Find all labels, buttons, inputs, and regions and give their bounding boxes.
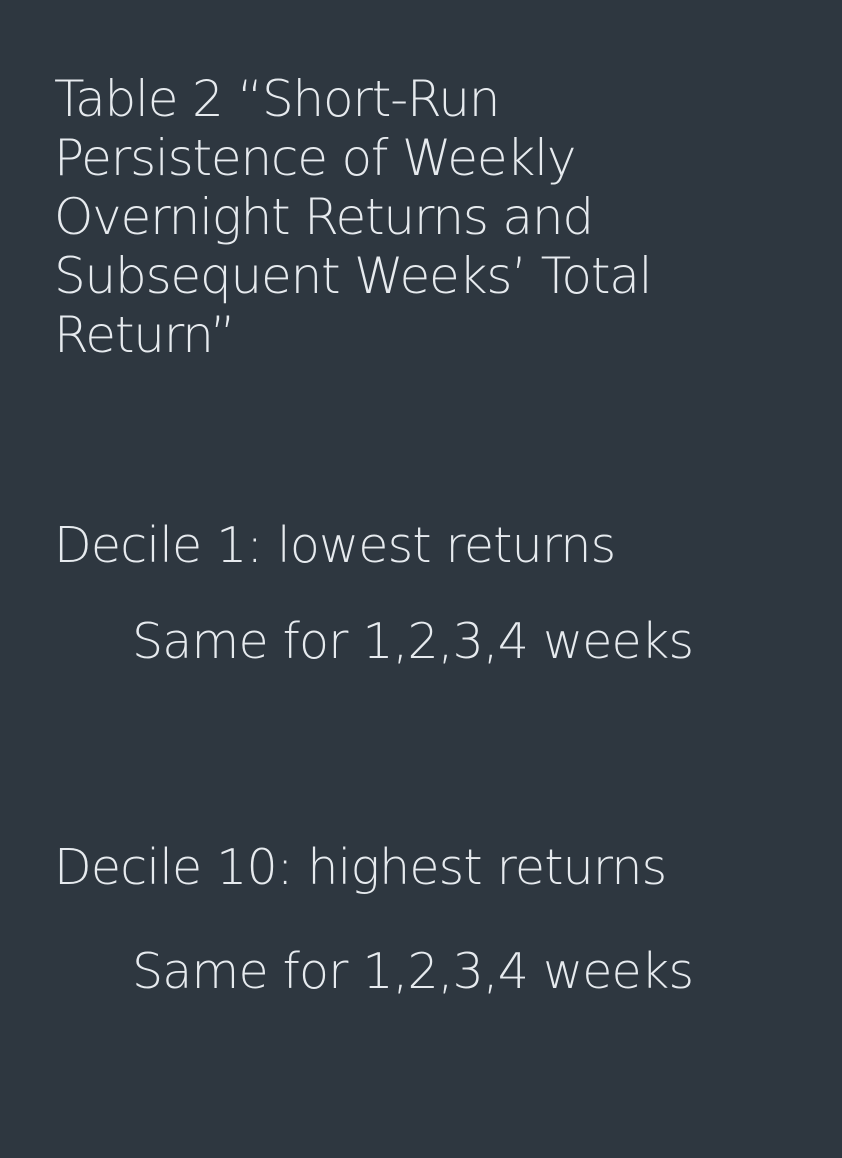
bullet-decile-1: Decile 1: lowest returns	[54, 517, 616, 574]
sub-bullet-decile-10: Same for 1,2,3,4 weeks	[132, 943, 694, 1000]
slide-title: Table 2 “Short-Run Persistence of Weekly…	[54, 70, 653, 364]
sub-bullet-decile-1: Same for 1,2,3,4 weeks	[132, 613, 694, 670]
bullet-decile-10: Decile 10: highest returns	[54, 839, 667, 896]
